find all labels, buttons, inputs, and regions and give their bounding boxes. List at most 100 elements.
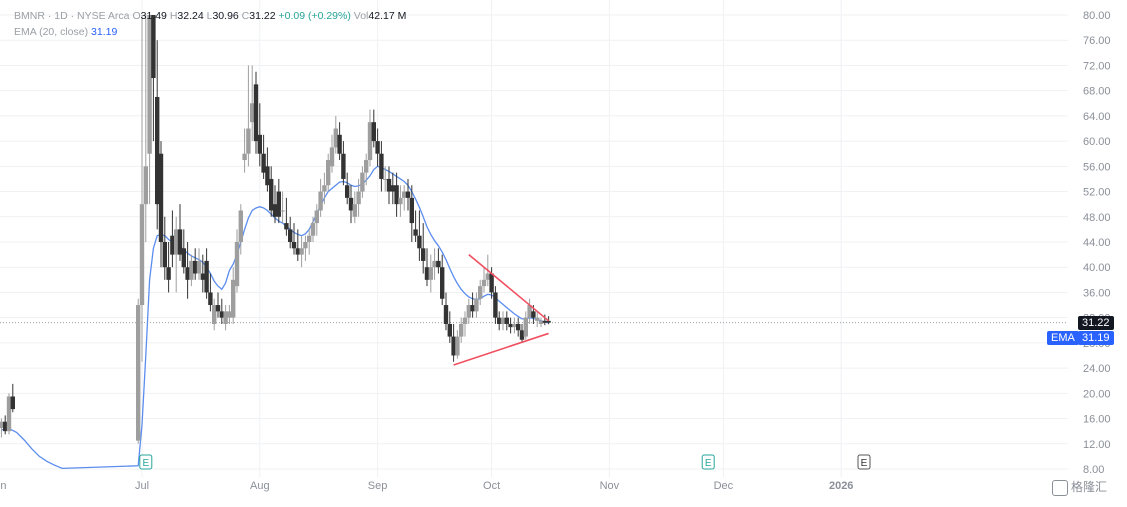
- candle-body: [166, 267, 171, 280]
- candle-body: [337, 134, 342, 154]
- candle-body: [500, 317, 506, 324]
- y-tick-label: 20.00: [1083, 388, 1111, 400]
- candle-body: [288, 229, 293, 242]
- candle-body: [364, 160, 369, 173]
- candle-body: [291, 242, 297, 249]
- candle-body: [371, 122, 376, 142]
- y-tick-label: 64.00: [1083, 111, 1111, 123]
- candle-body: [158, 153, 164, 242]
- candle-body: [386, 178, 392, 192]
- earnings-marker-label: E: [861, 458, 868, 469]
- candle-body: [174, 229, 179, 255]
- candle-body: [280, 210, 285, 212]
- candle-body: [265, 166, 270, 186]
- candle-body: [546, 320, 551, 323]
- candle-body: [257, 134, 262, 154]
- candle-body: [436, 260, 441, 268]
- candle-body: [303, 242, 308, 249]
- change-value: +0.09 (+0.29%): [278, 10, 351, 22]
- candle-body: [299, 248, 304, 255]
- candle-body: [398, 197, 403, 205]
- candle-body: [542, 320, 547, 323]
- earnings-marker-label: E: [705, 458, 712, 469]
- candle-body: [443, 305, 449, 324]
- candle-body: [466, 305, 471, 318]
- candle-body: [356, 191, 361, 205]
- earnings-marker: [139, 454, 153, 470]
- low-value: 30.96: [212, 10, 239, 22]
- y-tick-label: 48.00: [1083, 212, 1111, 224]
- candle-body: [208, 292, 213, 306]
- candle-body: [181, 248, 186, 268]
- candle-body: [405, 191, 411, 198]
- ema-legend[interactable]: EMA (20, close) 31.19: [14, 26, 117, 38]
- x-tick-label: Nov: [600, 480, 620, 492]
- y-tick-label: 36.00: [1083, 287, 1111, 299]
- candle-body: [428, 267, 433, 280]
- y-tick-label: 16.00: [1083, 414, 1111, 426]
- candle-body: [462, 317, 468, 324]
- candle-body: [333, 128, 338, 148]
- candle-body: [455, 336, 460, 356]
- ema-label: EMA (20, close): [14, 26, 89, 38]
- y-tick-label: 60.00: [1083, 136, 1111, 148]
- high-label: H: [169, 10, 178, 22]
- candle-body: [200, 273, 205, 280]
- x-tick-label: Sep: [368, 480, 388, 492]
- candle-body: [250, 103, 255, 123]
- candle-body: [497, 317, 502, 324]
- candle-body: [10, 396, 15, 410]
- candle-body: [375, 141, 380, 154]
- candle-body: [261, 153, 266, 173]
- y-tick-label: 72.00: [1083, 60, 1111, 72]
- candle-body: [253, 84, 259, 142]
- ohlc-legend: BMNR · 1D · NYSE Arca O31.49 H32.24 L30.…: [14, 10, 406, 22]
- candle-body: [151, 15, 156, 79]
- candle-body: [390, 185, 395, 192]
- watermark-logo-icon: [1052, 479, 1068, 496]
- open-value: 31.49: [140, 10, 167, 22]
- y-tick-label: 76.00: [1083, 35, 1111, 47]
- y-tick-label: 40.00: [1083, 262, 1111, 274]
- y-tick-label: 52.00: [1083, 187, 1111, 199]
- volume-value: 42.17 M: [368, 10, 407, 22]
- candle-body: [417, 235, 422, 249]
- candle-body: [238, 210, 243, 242]
- candle-body: [242, 153, 247, 161]
- candle-body: [424, 267, 430, 280]
- candle-body: [459, 323, 464, 337]
- ema-tag-value: 31.19: [1078, 331, 1114, 345]
- candle-body: [345, 185, 350, 198]
- candle-body: [348, 197, 354, 211]
- candle-body: [314, 210, 319, 224]
- candle-body: [474, 298, 479, 312]
- candle-body: [139, 204, 145, 306]
- candle-body: [447, 323, 452, 337]
- y-tick-label: 44.00: [1083, 237, 1111, 249]
- last-price-tag: 31.22: [1078, 316, 1114, 330]
- candle-body: [196, 260, 202, 274]
- trendline: [453, 332, 549, 366]
- volume-label: Vol: [353, 10, 369, 22]
- earnings-marker: [701, 454, 715, 470]
- x-tick-label: Oct: [483, 480, 500, 492]
- candle-body: [170, 235, 175, 255]
- candle-body: [322, 185, 327, 192]
- candle-body: [352, 204, 357, 217]
- candle-body: [189, 260, 194, 280]
- candle-body: [204, 260, 209, 293]
- symbol-label: BMNR · 1D · NYSE Arca: [14, 10, 130, 22]
- candle-body: [516, 323, 521, 331]
- earnings-marker-label: E: [142, 458, 149, 469]
- candle-body: [272, 204, 278, 217]
- candle-body: [185, 267, 190, 280]
- candle-body: [402, 191, 407, 198]
- candle-body: [360, 172, 365, 192]
- candle-body: [215, 305, 221, 312]
- candle-body: [519, 330, 525, 340]
- candle-body: [269, 178, 274, 211]
- candle-body: [326, 160, 331, 186]
- candle-body: [329, 147, 335, 167]
